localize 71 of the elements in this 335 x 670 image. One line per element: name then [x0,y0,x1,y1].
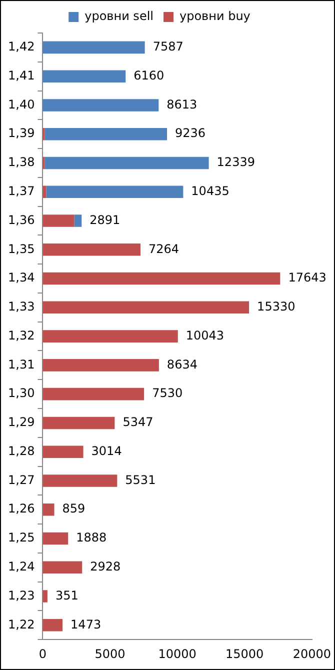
total-label: 10043 [186,328,224,342]
bar [42,214,74,227]
bar [42,532,68,545]
y-tick-label: 1,23 [8,588,35,602]
y-tick-label: 1,28 [8,444,35,458]
total-label: 859 [62,502,86,516]
y-tick-label: 1,25 [8,530,35,545]
bar [42,272,280,285]
total-label: 1473 [70,617,102,632]
legend-label: уровни buy [179,9,250,24]
x-tick-label: 5000 [94,646,126,661]
total-label: 10435 [191,184,230,198]
y-tick-label: 1,37 [8,184,35,198]
total-label: 5347 [122,415,154,430]
total-label: 8634 [166,357,198,372]
x-tick-label: 10000 [158,646,196,661]
y-tick-label: 1,31 [8,357,35,372]
bar [42,474,118,487]
y-tick-label: 1,22 [8,617,35,632]
total-label: 5531 [125,472,156,487]
y-tick-label: 1,24 [8,560,35,574]
bar [44,128,168,140]
bar [42,70,126,82]
y-tick-label: 1,29 [8,415,35,430]
total-label: 9236 [175,126,206,140]
y-tick-label: 1,30 [8,386,35,400]
bar [42,590,48,602]
bar [42,503,54,516]
x-tick-label: 20000 [292,646,332,661]
bar [44,156,209,170]
x-tick-label: 15000 [226,646,264,661]
total-label: 351 [55,588,78,602]
y-tick-label: 1,39 [8,126,35,140]
bar [74,214,82,227]
y-tick-label: 1,26 [8,502,35,516]
bar [42,41,145,54]
y-tick-label: 1,41 [8,68,35,82]
y-tick-label: 1,27 [8,472,35,487]
bar [42,244,140,256]
bar [42,619,63,632]
total-label: 1888 [76,530,107,545]
total-label: 6160 [134,68,164,82]
total-label: 8613 [166,97,198,112]
total-label: 15330 [257,300,296,314]
bar [42,99,159,112]
total-label: 7530 [152,386,183,400]
bar [42,416,115,430]
total-label: 7264 [148,242,180,256]
total-label: 7587 [152,40,184,54]
y-tick-label: 1,33 [8,300,35,314]
y-tick-label: 1,34 [8,270,35,285]
bar [42,446,84,458]
y-tick-label: 1,36 [8,212,35,227]
y-tick-label: 1,32 [8,328,35,342]
y-tick-label: 1,35 [8,242,35,256]
y-tick-label: 1,38 [8,155,35,170]
y-tick-label: 1,40 [8,97,35,112]
total-label: 2891 [90,212,120,227]
x-tick-label: 0 [38,646,47,661]
total-label: 12339 [216,155,255,170]
total-label: 17643 [288,270,326,285]
bar [42,388,144,400]
legend-label: уровни sell [84,9,154,24]
bar [42,330,178,342]
total-label: 3014 [91,444,122,458]
y-tick-label: 1,42 [8,40,35,54]
total-label: 2928 [90,560,121,574]
bar [42,301,250,314]
bar [42,561,82,574]
bar [42,359,159,372]
bar [46,186,184,198]
